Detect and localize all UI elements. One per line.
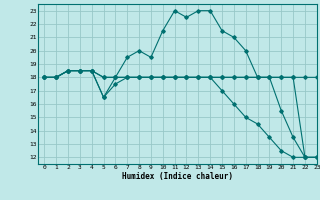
X-axis label: Humidex (Indice chaleur): Humidex (Indice chaleur) <box>122 172 233 181</box>
